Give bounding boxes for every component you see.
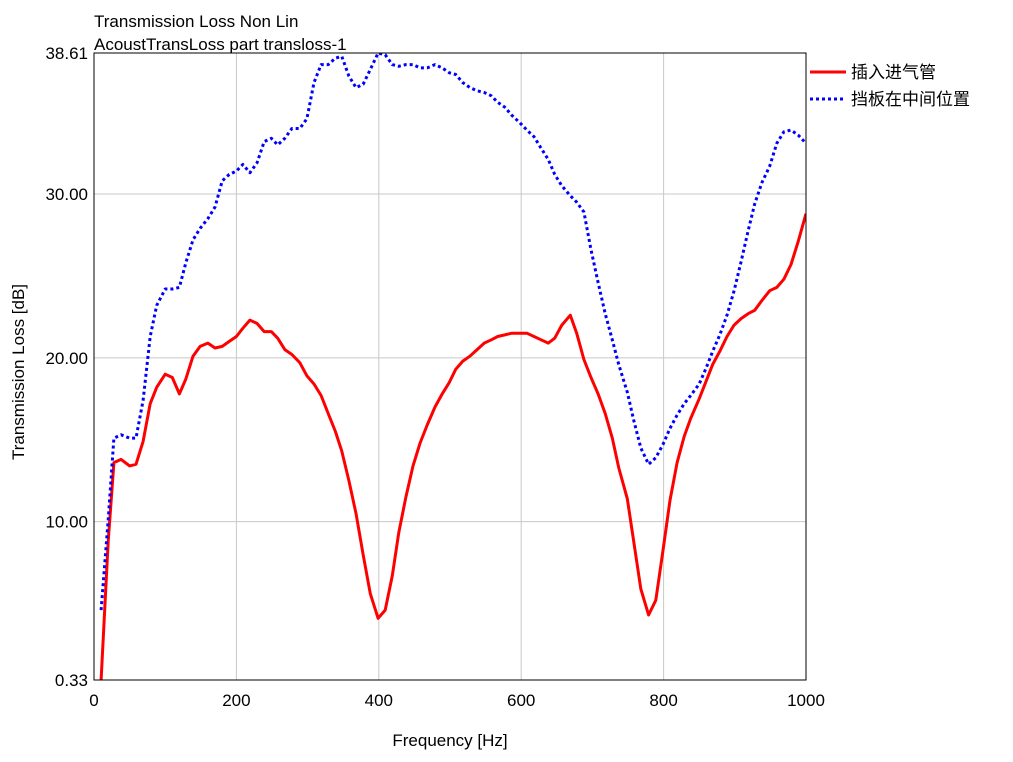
legend-label-1: 插入进气管 [851, 63, 936, 82]
y-tick-label: 10.00 [45, 513, 88, 532]
series-line-1 [99, 213, 806, 680]
grid [94, 53, 806, 680]
plot-frame [93, 52, 807, 681]
tick-labels: 0 200 400 600 800 1000 0.33 10.00 20.00 30.00 38.6… [45, 44, 824, 710]
y-tick-label: 30.00 [45, 185, 88, 204]
x-tick-label: 800 [649, 691, 677, 710]
x-axis-label: Frequency [Hz] [392, 731, 507, 750]
y-tick-label: 0.33 [55, 671, 88, 690]
chart-title-line-2: AcoustTransLoss part transloss-1 [94, 35, 347, 54]
x-tick-label: 1000 [787, 691, 825, 710]
x-tick-label: 600 [507, 691, 535, 710]
y-tick-label: 38.61 [45, 44, 88, 63]
y-axis-label: Transmission Loss [dB] [9, 284, 28, 460]
x-tick-label: 400 [365, 691, 393, 710]
series-lines [99, 53, 806, 680]
legend-label-2: 挡板在中间位置 [851, 90, 970, 109]
x-tick-label: 200 [222, 691, 250, 710]
chart-title-line-1: Transmission Loss Non Lin [94, 12, 298, 31]
series-line-2 [99, 53, 806, 611]
y-tick-label: 20.00 [45, 349, 88, 368]
x-tick-label: 0 [89, 691, 98, 710]
